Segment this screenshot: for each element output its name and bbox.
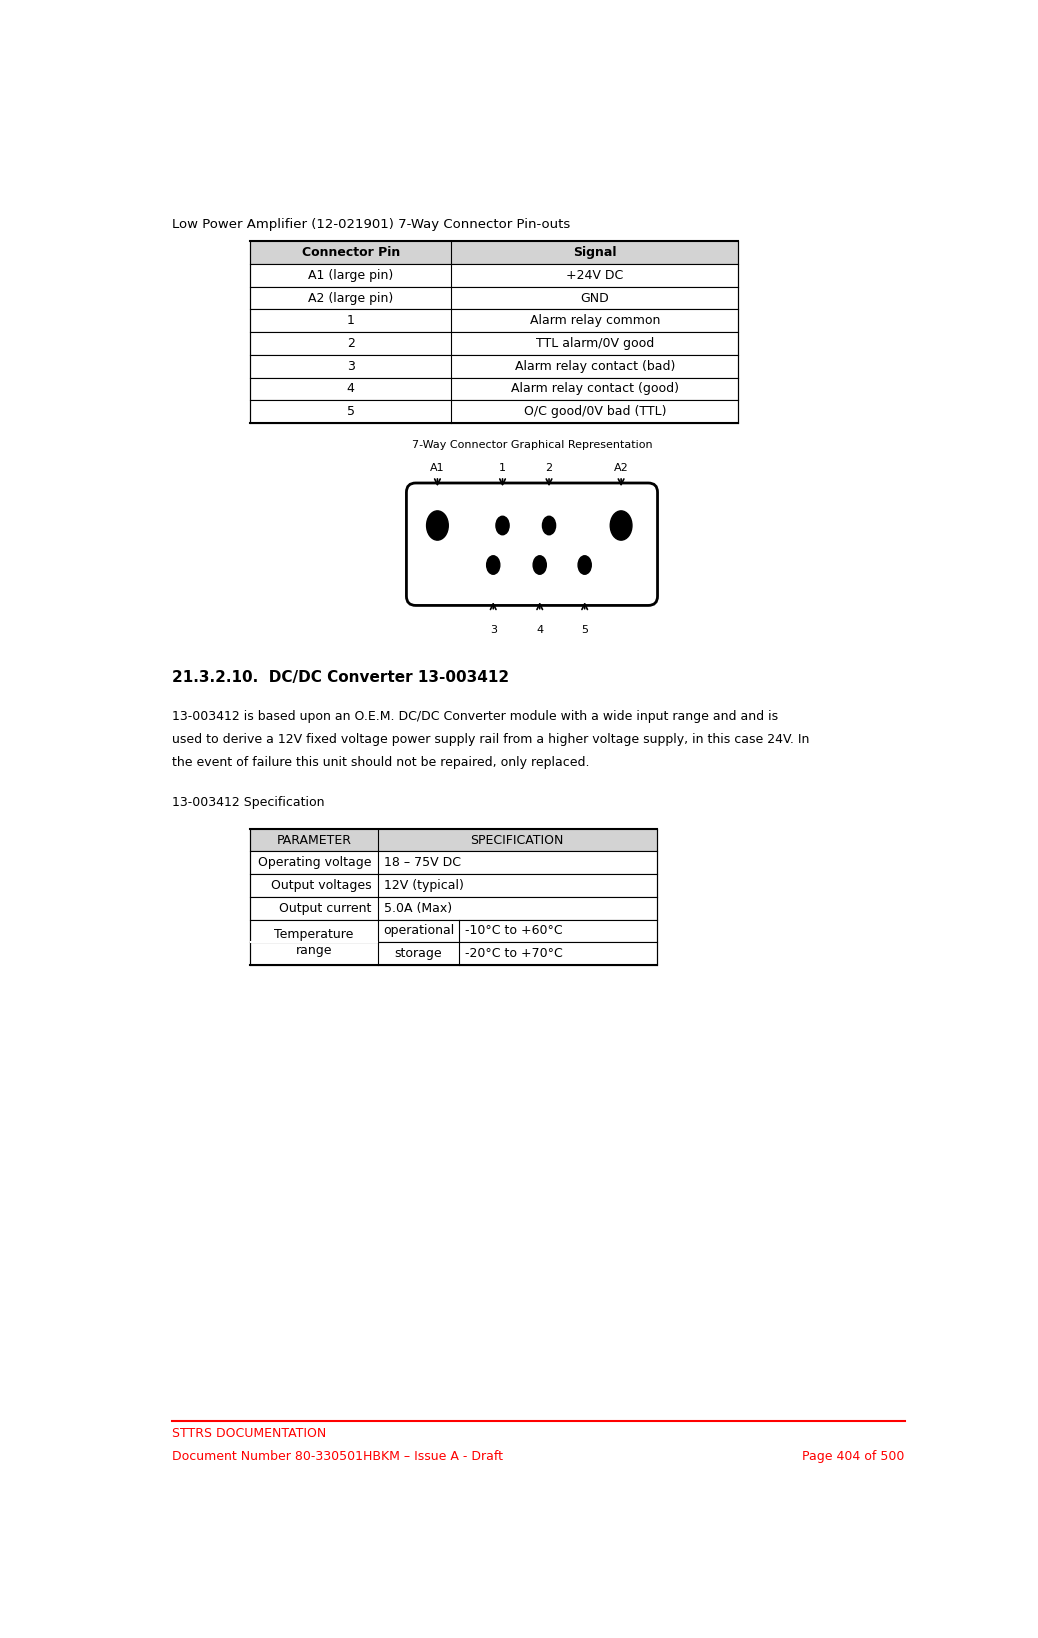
- Text: 13-003412 is based upon an O.E.M. DC/DC Converter module with a wide input range: 13-003412 is based upon an O.E.M. DC/DC …: [172, 711, 778, 722]
- Bar: [250, 377, 738, 400]
- Text: the event of failure this unit should not be repaired, only replaced.: the event of failure this unit should no…: [172, 757, 590, 770]
- Text: operational: operational: [383, 924, 454, 937]
- Text: 7-Way Connector Graphical Representation: 7-Way Connector Graphical Representation: [412, 441, 652, 450]
- Text: 5: 5: [347, 405, 355, 418]
- Text: storage: storage: [394, 947, 442, 960]
- Text: Page 404 of 500: Page 404 of 500: [802, 1450, 905, 1463]
- Text: Document Number 80-330501HBKM – Issue A - Draft: Document Number 80-330501HBKM – Issue A …: [172, 1450, 503, 1463]
- Bar: [250, 852, 657, 875]
- Text: Connector Pin: Connector Pin: [301, 246, 400, 259]
- Ellipse shape: [496, 516, 509, 534]
- Text: 4: 4: [537, 626, 543, 636]
- Bar: [250, 287, 738, 310]
- Ellipse shape: [543, 516, 555, 534]
- Text: 13-003412 Specification: 13-003412 Specification: [172, 796, 325, 809]
- Text: Signal: Signal: [573, 246, 617, 259]
- Text: Operating voltage: Operating voltage: [258, 857, 372, 870]
- Bar: [250, 898, 657, 919]
- Ellipse shape: [487, 555, 500, 575]
- Text: 2: 2: [545, 464, 552, 473]
- Text: Low Power Amplifier (12-021901) 7-Way Connector Pin-outs: Low Power Amplifier (12-021901) 7-Way Co…: [172, 218, 571, 231]
- Bar: [250, 400, 738, 423]
- Text: 12V (typical): 12V (typical): [384, 880, 464, 893]
- Text: A1: A1: [430, 464, 444, 473]
- Bar: [250, 875, 657, 898]
- Text: O/C good/0V bad (TTL): O/C good/0V bad (TTL): [523, 405, 666, 418]
- Text: Alarm relay contact (good): Alarm relay contact (good): [511, 382, 679, 395]
- Text: SPECIFICATION: SPECIFICATION: [470, 834, 564, 847]
- Bar: [250, 942, 657, 965]
- Ellipse shape: [610, 511, 632, 541]
- Bar: [250, 919, 657, 942]
- Text: 4: 4: [347, 382, 355, 395]
- Text: 18 – 75V DC: 18 – 75V DC: [384, 857, 461, 870]
- Ellipse shape: [578, 555, 592, 575]
- Text: A1 (large pin): A1 (large pin): [308, 269, 393, 282]
- Text: Output current: Output current: [279, 903, 372, 914]
- Bar: [250, 355, 738, 377]
- Text: 1: 1: [499, 464, 507, 473]
- Text: -10°C to +60°C: -10°C to +60°C: [465, 924, 563, 937]
- Bar: [250, 333, 738, 355]
- Text: 5: 5: [581, 626, 589, 636]
- Text: Alarm relay common: Alarm relay common: [529, 314, 660, 328]
- Text: 2: 2: [347, 337, 355, 351]
- FancyBboxPatch shape: [407, 483, 657, 606]
- Text: Temperature
range: Temperature range: [274, 927, 354, 957]
- Text: 21.3.2.10.  DC/DC Converter 13-003412: 21.3.2.10. DC/DC Converter 13-003412: [172, 670, 510, 685]
- Bar: [250, 310, 738, 333]
- Bar: [250, 829, 657, 852]
- Text: 3: 3: [490, 626, 497, 636]
- Text: TTL alarm/0V good: TTL alarm/0V good: [536, 337, 654, 351]
- Text: A2: A2: [613, 464, 628, 473]
- Text: +24V DC: +24V DC: [566, 269, 624, 282]
- Text: Output voltages: Output voltages: [271, 880, 372, 893]
- Text: A2 (large pin): A2 (large pin): [308, 292, 393, 305]
- Text: -20°C to +70°C: -20°C to +70°C: [465, 947, 563, 960]
- Text: GND: GND: [580, 292, 609, 305]
- Text: PARAMETER: PARAMETER: [276, 834, 351, 847]
- Text: STTRS DOCUMENTATION: STTRS DOCUMENTATION: [172, 1427, 327, 1440]
- Ellipse shape: [427, 511, 448, 541]
- Bar: [250, 264, 738, 287]
- Text: 5.0A (Max): 5.0A (Max): [384, 903, 453, 914]
- Ellipse shape: [534, 555, 546, 575]
- Text: Alarm relay contact (bad): Alarm relay contact (bad): [515, 360, 675, 373]
- Text: 1: 1: [347, 314, 355, 328]
- Text: used to derive a 12V fixed voltage power supply rail from a higher voltage suppl: used to derive a 12V fixed voltage power…: [172, 734, 810, 747]
- Text: 3: 3: [347, 360, 355, 373]
- Bar: [250, 241, 738, 264]
